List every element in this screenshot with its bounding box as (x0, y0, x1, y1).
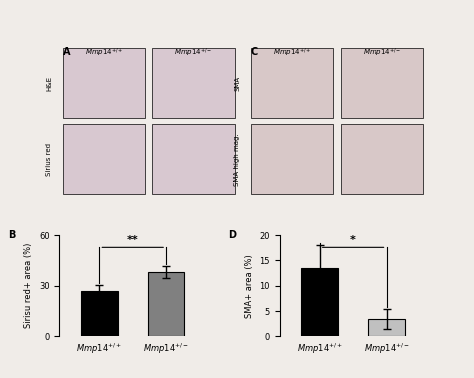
Text: $Mmp14^{+/+}$: $Mmp14^{+/+}$ (273, 47, 311, 59)
FancyBboxPatch shape (341, 48, 423, 118)
Text: H&E: H&E (46, 76, 52, 91)
Text: Sirius red: Sirius red (46, 143, 52, 176)
Text: **: ** (127, 235, 138, 245)
Bar (368, 319, 405, 336)
FancyBboxPatch shape (63, 124, 145, 194)
FancyBboxPatch shape (341, 124, 423, 194)
Text: $Mmp14^{+/+}$: $Mmp14^{+/+}$ (85, 47, 123, 59)
Text: D: D (228, 230, 236, 240)
Text: B: B (8, 230, 15, 240)
Text: *: * (350, 235, 356, 245)
FancyBboxPatch shape (153, 124, 235, 194)
Text: SMA high mag.: SMA high mag. (234, 133, 240, 186)
Bar (148, 272, 184, 336)
Text: C: C (251, 47, 258, 57)
Text: A: A (63, 47, 70, 57)
Text: SMA: SMA (234, 76, 240, 91)
FancyBboxPatch shape (251, 48, 333, 118)
FancyBboxPatch shape (153, 48, 235, 118)
Bar (301, 268, 338, 336)
Y-axis label: SMA+ area (%): SMA+ area (%) (245, 254, 254, 318)
FancyBboxPatch shape (63, 48, 145, 118)
Bar (81, 291, 118, 336)
Text: $Mmp14^{+/-}$: $Mmp14^{+/-}$ (174, 47, 213, 59)
Text: $Mmp14^{+/-}$: $Mmp14^{+/-}$ (363, 47, 401, 59)
FancyBboxPatch shape (251, 124, 333, 194)
Y-axis label: Sirisu red+ area (%): Sirisu red+ area (%) (24, 243, 33, 328)
